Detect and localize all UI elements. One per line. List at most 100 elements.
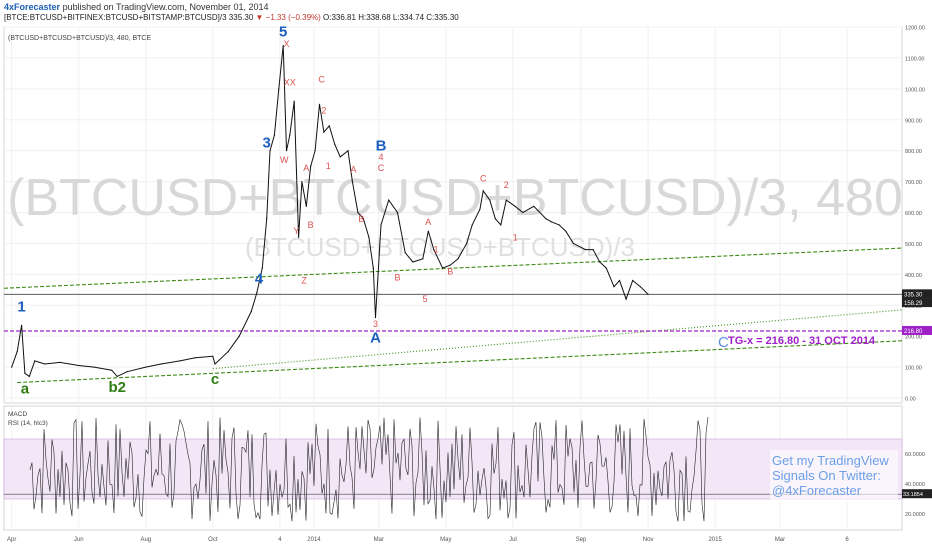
price-point: [261, 267, 263, 269]
price-point: [380, 224, 382, 226]
price-point: [522, 211, 524, 214]
price-point: [625, 298, 627, 300]
price-point: [592, 249, 594, 251]
price-point: [314, 150, 316, 152]
price-point: [116, 375, 118, 377]
price-point: [449, 264, 451, 266]
price-point: [256, 292, 258, 294]
wave-label: 4: [255, 271, 264, 288]
wave-label: 1: [513, 232, 518, 242]
price-point: [266, 218, 268, 220]
last-price-tag-bg: [902, 289, 932, 299]
price-point: [328, 125, 330, 127]
price-point: [514, 205, 516, 207]
price-point: [289, 134, 291, 136]
price-point: [44, 363, 46, 365]
wave-label: 1: [17, 298, 25, 315]
price-point: [227, 351, 229, 353]
price-point: [28, 375, 30, 377]
wave-label: 2: [504, 180, 509, 190]
wave-label: c: [211, 371, 219, 388]
price-point: [647, 293, 649, 296]
price-point: [433, 249, 435, 251]
price-point: [301, 180, 303, 183]
price-point: [297, 236, 300, 238]
price-point: [305, 205, 307, 207]
price-point: [357, 211, 359, 214]
y-tick-label: 0.00: [905, 397, 916, 403]
price-point: [500, 224, 502, 226]
wave-label: A: [351, 164, 357, 174]
price-series-line: [11, 45, 649, 378]
ohlc-close: C:335.30: [426, 13, 459, 22]
price-point: [16, 351, 18, 353]
watermark: (BTCUSD+BTCUSD+BTCUSD)/3, 480: [7, 169, 903, 227]
price-point: [34, 360, 36, 362]
y-tick-label: 800.00: [905, 149, 922, 155]
rsi-label: RSI (14, hlc3): [8, 420, 48, 427]
price-point: [613, 286, 615, 288]
x-tick-label: Aug: [140, 537, 151, 543]
x-tick-label: Mar: [374, 537, 384, 543]
price-point: [441, 267, 444, 269]
price-point: [618, 279, 621, 282]
target-text: TG-x = 216.80 - 31 OCT 2014: [728, 335, 876, 347]
price-point: [351, 180, 354, 183]
price-change: ▼ −1.33 (−0.39%): [255, 13, 321, 22]
price-point: [310, 165, 312, 167]
x-tick-label: 2014: [307, 537, 321, 543]
ohlc-open: O:336.81: [323, 13, 356, 22]
x-tick-label: 6: [845, 537, 849, 543]
publisher-line: 4xForecaster published on TradingView.co…: [4, 2, 269, 12]
price-point: [59, 361, 61, 364]
y-tick-label: 400.00: [905, 273, 922, 279]
wave-label: Y: [293, 226, 299, 236]
price-point: [479, 208, 481, 211]
price-point: [558, 224, 560, 226]
x-tick-label: Sep: [576, 537, 587, 543]
wave-label: W: [280, 155, 289, 165]
macd-label: MACD: [8, 411, 27, 418]
last-price-tag: 335.30: [904, 292, 923, 298]
price-point: [404, 252, 406, 254]
price-point: [238, 335, 240, 337]
wave-label: C: [318, 75, 325, 85]
price-point: [212, 355, 214, 357]
wave-label: X: [283, 39, 289, 49]
wave-label: Z: [301, 276, 307, 286]
pane-title: (BTCUSD+BTCUSD+BTCUSD)/3, 480, BTCE: [8, 35, 151, 42]
price-point: [565, 230, 567, 232]
secondary-price-tag-bg: [902, 298, 932, 308]
promo-line: Signals On Twitter:: [772, 468, 881, 483]
ohlc-high: H:338.68: [358, 13, 391, 22]
price-point: [605, 267, 607, 269]
rsi-tick-label: 40.0000: [905, 482, 925, 488]
price-point: [20, 324, 23, 326]
price-point: [362, 218, 365, 220]
x-tick-label: Mar: [775, 537, 785, 543]
price-point: [347, 150, 349, 152]
y-tick-label: 1200.00: [905, 26, 925, 32]
watermark-sub: (BTCUSD+BTCUSD+BTCUSD)/3: [245, 232, 635, 262]
price-point: [282, 44, 284, 47]
promo-box: [770, 450, 898, 502]
price-point: [412, 261, 414, 263]
x-tick-label: Oct: [208, 537, 218, 543]
price-point: [293, 100, 295, 102]
price-point: [489, 199, 491, 201]
price-point: [160, 363, 162, 365]
x-tick-label: Apr: [7, 537, 16, 543]
rsi-last-tag-bg: [902, 489, 932, 499]
promo-line: @4xForecaster: [772, 483, 862, 498]
price-point: [599, 261, 601, 263]
symbol-name[interactable]: [BTCE:BTCUSD+BITFINEX:BTCUSD+BITSTAMP:BT…: [4, 13, 227, 22]
price-point: [339, 156, 341, 158]
wave-label: 1: [433, 245, 438, 255]
wave-label: A: [370, 329, 381, 346]
price-point: [550, 221, 552, 223]
author-link[interactable]: 4xForecaster: [4, 2, 61, 12]
wave-label: 3: [263, 135, 271, 152]
price-point: [78, 364, 80, 367]
wave-label: B: [394, 273, 400, 283]
